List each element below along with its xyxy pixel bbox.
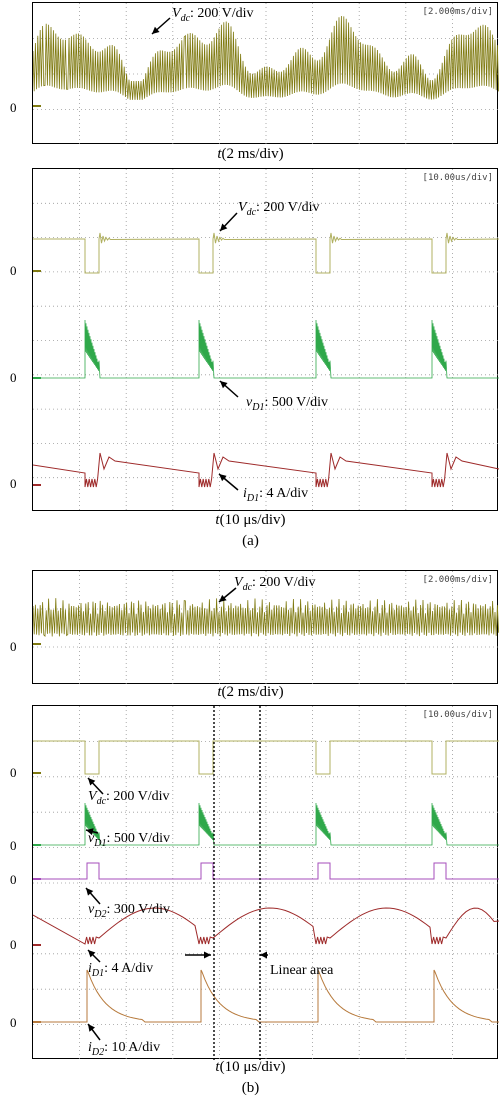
ann-id2-4: iD2: 10 A/div bbox=[88, 1040, 161, 1058]
trace-vdc-4 bbox=[33, 740, 499, 775]
timebase-label-4: [10.00us/div] bbox=[422, 710, 493, 720]
scope-plot-3 bbox=[33, 571, 499, 685]
ann-vdc-1: Vdc: 200 V/div bbox=[172, 6, 254, 24]
zero-label-id2-4: 0 bbox=[10, 1015, 17, 1030]
trace-vdc-2 bbox=[33, 232, 499, 274]
ann-vdc-3: Vdc: 200 V/div bbox=[234, 575, 316, 593]
subfig-caption-a: (a) bbox=[242, 533, 259, 549]
zero-label-vd1-2: 0 bbox=[10, 370, 17, 385]
xlabel-1: t(2 ms/div) bbox=[217, 146, 284, 162]
scope-plot-2 bbox=[33, 169, 499, 512]
trace-vdc-3 bbox=[33, 598, 499, 638]
zero-label-vdc-2: 0 bbox=[10, 263, 17, 278]
ann-vdc-4: Vdc: 200 V/div bbox=[88, 789, 170, 807]
scope-panel-3: [2.000ms/div] bbox=[32, 570, 499, 685]
zero-label-vdc-3: 0 bbox=[10, 639, 17, 654]
scope-panel-4: [10.00us/div] bbox=[32, 705, 499, 1060]
xlabel-2: t(10 μs/div) bbox=[215, 512, 286, 528]
ann-vd1-4: vD1: 500 V/div bbox=[88, 831, 170, 849]
zero-label-vd2-4: 0 bbox=[10, 872, 17, 887]
subfig-caption-b: (b) bbox=[241, 1080, 260, 1096]
scope-panel-2: [10.00us/div] bbox=[32, 168, 499, 512]
scope-panel-1: [2.000ms/div] bbox=[32, 2, 499, 145]
trace-id1-2 bbox=[33, 452, 499, 488]
zero-label-vd1-4: 0 bbox=[10, 838, 17, 853]
trace-vdc-1 bbox=[33, 15, 499, 100]
ann-id1-4: iD1: 4 A/div bbox=[88, 961, 154, 979]
zero-label-id1-2: 0 bbox=[10, 476, 17, 491]
xlabel-4: t(10 μs/div) bbox=[215, 1059, 286, 1075]
timebase-label-3: [2.000ms/div] bbox=[422, 575, 493, 585]
ann-id1-2: iD1: 4 A/div bbox=[243, 486, 309, 504]
timebase-label-1: [2.000ms/div] bbox=[422, 7, 493, 17]
trace-vd2-4 bbox=[33, 862, 499, 880]
zero-label-vdc-1: 0 bbox=[10, 100, 17, 115]
xlabel-3: t(2 ms/div) bbox=[217, 684, 284, 700]
scope-plot-4 bbox=[33, 706, 499, 1060]
linear-area-label: Linear area bbox=[270, 963, 334, 978]
ann-vdc-2: Vdc: 200 V/div bbox=[238, 200, 320, 218]
trace-id2-4 bbox=[33, 969, 499, 1023]
zero-label-id1-4: 0 bbox=[10, 937, 17, 952]
ann-vd2-4: vD2: 300 V/div bbox=[88, 902, 170, 920]
zero-label-vdc-4: 0 bbox=[10, 765, 17, 780]
trace-id1-4 bbox=[33, 907, 499, 945]
ann-vd1-2: vD1: 500 V/div bbox=[246, 395, 328, 413]
scope-plot-1 bbox=[33, 3, 499, 145]
timebase-label-2: [10.00us/div] bbox=[422, 173, 493, 183]
trace-vd1-2 bbox=[33, 319, 499, 379]
